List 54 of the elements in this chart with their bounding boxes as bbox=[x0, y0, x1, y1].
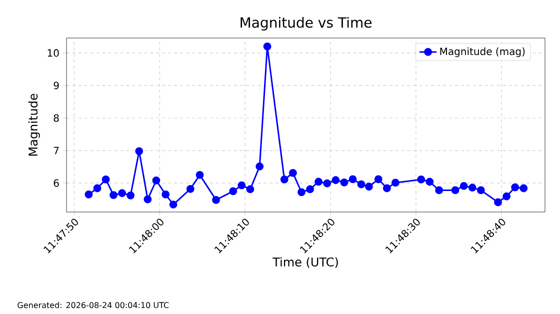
text: Generated: 2026-08-24 00:04:10 UTC bbox=[18, 302, 169, 308]
y-tick-label: 7 bbox=[54, 146, 59, 154]
point bbox=[186, 184, 194, 193]
point bbox=[196, 170, 204, 179]
y-tick-label: 10 bbox=[48, 49, 59, 57]
point bbox=[246, 185, 254, 194]
point bbox=[520, 184, 528, 192]
point bbox=[417, 176, 426, 184]
x-axis-title: Time (UTC) bbox=[272, 257, 338, 268]
point bbox=[238, 181, 246, 190]
point bbox=[332, 176, 340, 184]
point bbox=[382, 184, 391, 192]
point bbox=[169, 200, 178, 208]
point bbox=[135, 147, 144, 156]
point bbox=[435, 186, 443, 194]
point bbox=[460, 182, 468, 190]
point bbox=[212, 196, 220, 204]
point bbox=[84, 190, 93, 198]
y-tick-label: 9 bbox=[54, 82, 59, 90]
point bbox=[280, 176, 288, 184]
point bbox=[511, 183, 520, 192]
point bbox=[93, 184, 102, 192]
point bbox=[323, 179, 332, 188]
point bbox=[306, 185, 314, 194]
point bbox=[256, 162, 264, 170]
y-tick-label: 8 bbox=[54, 114, 59, 122]
point bbox=[263, 42, 272, 50]
point bbox=[340, 178, 348, 186]
point bbox=[126, 191, 135, 200]
point bbox=[110, 191, 118, 200]
point bbox=[118, 189, 126, 198]
point bbox=[494, 198, 502, 206]
point bbox=[298, 188, 306, 196]
chart-title: Magnitude vs Time bbox=[240, 16, 372, 30]
point bbox=[144, 195, 152, 204]
point bbox=[152, 176, 160, 184]
point bbox=[229, 187, 238, 196]
point bbox=[314, 178, 322, 186]
point bbox=[476, 186, 485, 194]
point bbox=[348, 175, 357, 184]
legend-label: Magnitude (mag) bbox=[440, 47, 525, 58]
point bbox=[392, 178, 400, 187]
point bbox=[162, 190, 170, 198]
point bbox=[502, 192, 511, 200]
y-tick-label: 6 bbox=[54, 179, 59, 187]
point bbox=[357, 180, 366, 188]
point bbox=[451, 186, 460, 194]
point bbox=[468, 184, 476, 192]
point bbox=[374, 175, 382, 184]
point bbox=[365, 182, 373, 191]
point bbox=[288, 169, 297, 177]
point bbox=[426, 178, 434, 186]
point bbox=[102, 176, 110, 184]
y-axis-title: Magnitude bbox=[28, 94, 40, 156]
